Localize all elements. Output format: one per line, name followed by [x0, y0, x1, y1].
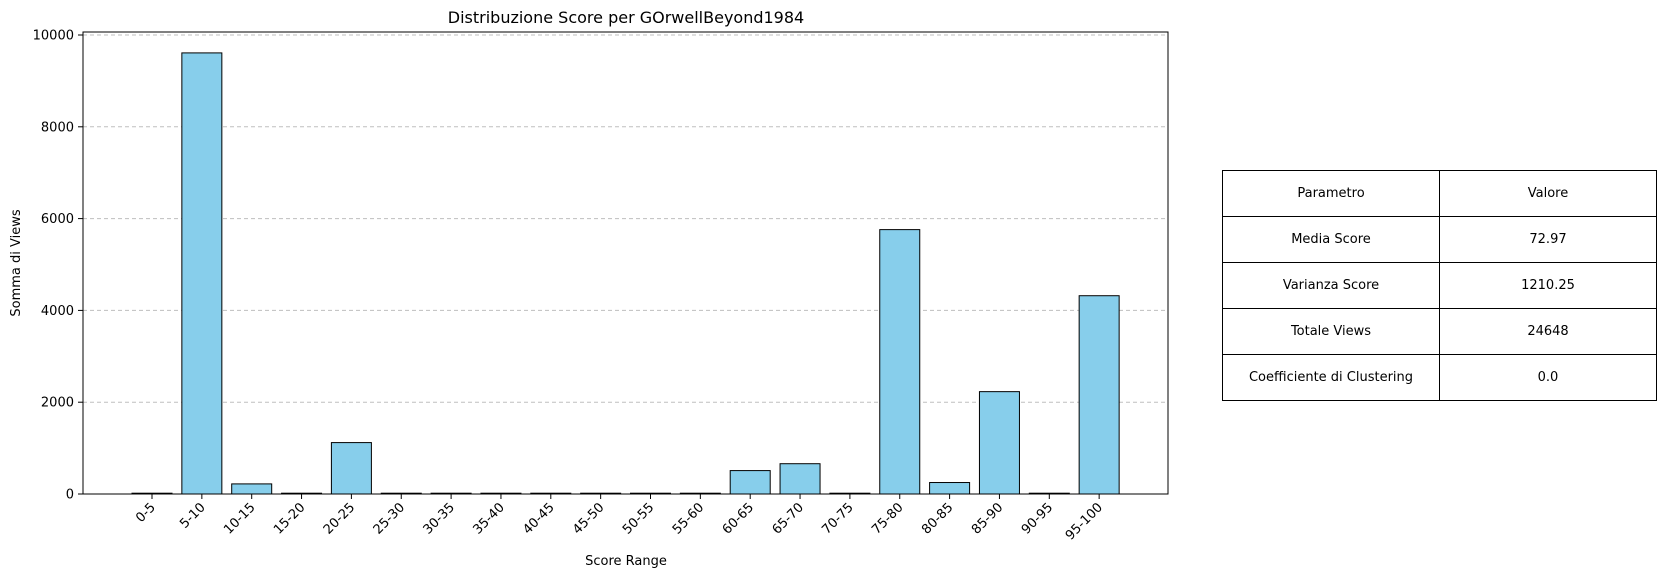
y-tick-label: 0 [66, 488, 74, 503]
x-tick-label: 35-40 [470, 500, 507, 537]
y-axis: 0 2000 4000 6000 8000 10000 [33, 29, 83, 503]
x-tick-label: 20-25 [321, 500, 358, 537]
table-row: Coefficiente di Clustering 0.0 [1222, 354, 1657, 401]
table-row: Varianza Score 1210.25 [1222, 262, 1657, 309]
x-tick-label: 85-90 [969, 500, 1006, 537]
table-cell: Totale Views [1222, 308, 1440, 355]
x-tick-label: 45-50 [570, 500, 607, 537]
table-header-cell: Parametro [1222, 170, 1440, 217]
x-tick-label: 55-60 [670, 500, 707, 537]
table-cell: 0.0 [1439, 354, 1657, 401]
table-header-cell: Valore [1439, 170, 1657, 217]
x-tick-label: 90-95 [1019, 500, 1056, 537]
table-row: Media Score 72.97 [1222, 216, 1657, 263]
table-cell: Coefficiente di Clustering [1222, 354, 1440, 401]
table-cell: 72.97 [1439, 216, 1657, 263]
grid-lines [83, 34, 1168, 403]
y-tick-label: 6000 [41, 212, 74, 227]
bar [1078, 295, 1120, 495]
table-cell: Varianza Score [1222, 262, 1440, 309]
bar [729, 470, 771, 495]
table-row: Totale Views 24648 [1222, 308, 1657, 355]
x-tick-label: 40-45 [520, 500, 557, 537]
bar [978, 391, 1020, 495]
bar [231, 483, 273, 495]
table-cell: 1210.25 [1439, 262, 1657, 309]
x-tick-label: 50-55 [620, 500, 657, 537]
x-tick-label: 0-5 [133, 500, 159, 526]
table-cell: Media Score [1222, 216, 1440, 263]
x-axis-label: Score Range [585, 554, 667, 569]
bar [779, 463, 821, 495]
plot-frame [82, 31, 1169, 495]
table-cell: 24648 [1439, 308, 1657, 355]
x-axis: 0-5 5-10 10-15 15-20 20-25 25-30 30-35 35-40 40-… [133, 494, 1106, 543]
x-tick-label: 30-35 [421, 500, 458, 537]
x-tick-label: 10-15 [221, 500, 258, 537]
x-tick-label: 65-70 [770, 500, 807, 537]
x-tick-label: 25-30 [371, 500, 408, 537]
y-tick-label: 10000 [33, 29, 74, 44]
y-tick-label: 8000 [41, 120, 74, 135]
chart-title: Distribuzione Score per GOrwellBeyond198… [448, 8, 804, 27]
bar [330, 442, 372, 495]
x-tick-label: 80-85 [919, 500, 956, 537]
bars [131, 52, 1120, 495]
y-tick-label: 2000 [41, 396, 74, 411]
bar [879, 229, 921, 495]
x-tick-label: 70-75 [819, 500, 856, 537]
x-tick-label: 15-20 [271, 500, 308, 537]
x-tick-label: 95-100 [1063, 500, 1106, 543]
y-tick-label: 4000 [41, 304, 74, 319]
stats-table: Parametro Valore Media Score 72.97 Varia… [1222, 170, 1657, 401]
x-tick-label: 5-10 [177, 500, 208, 531]
x-tick-label: 60-65 [720, 500, 757, 537]
y-axis-label: Somma di Views [9, 209, 24, 316]
bar [181, 52, 223, 495]
x-tick-label: 75-80 [869, 500, 906, 537]
bar [929, 482, 971, 495]
table-header-row: Parametro Valore [1222, 170, 1657, 217]
